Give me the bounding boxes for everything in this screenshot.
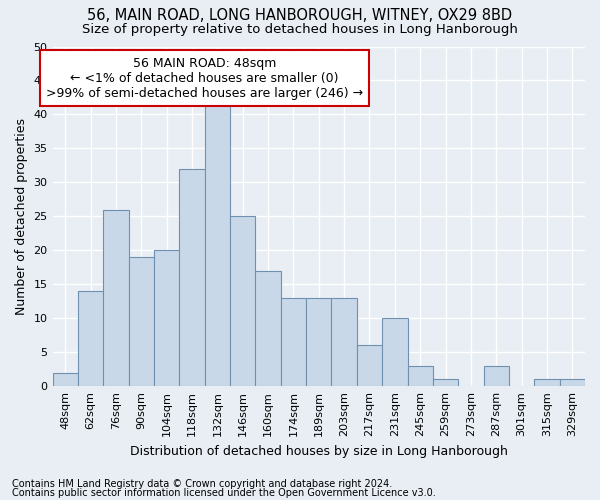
Bar: [407, 366, 433, 386]
Text: 56, MAIN ROAD, LONG HANBOROUGH, WITNEY, OX29 8BD: 56, MAIN ROAD, LONG HANBOROUGH, WITNEY, …: [88, 8, 512, 22]
Bar: [560, 380, 585, 386]
Bar: [331, 298, 357, 386]
Bar: [306, 298, 331, 386]
Text: Contains public sector information licensed under the Open Government Licence v3: Contains public sector information licen…: [12, 488, 436, 498]
Bar: [357, 346, 382, 386]
Bar: [154, 250, 179, 386]
Bar: [205, 101, 230, 386]
Bar: [256, 270, 281, 386]
Bar: [53, 372, 78, 386]
Bar: [179, 169, 205, 386]
Bar: [281, 298, 306, 386]
Bar: [78, 291, 103, 386]
Y-axis label: Number of detached properties: Number of detached properties: [15, 118, 28, 315]
Text: 56 MAIN ROAD: 48sqm
← <1% of detached houses are smaller (0)
>99% of semi-detach: 56 MAIN ROAD: 48sqm ← <1% of detached ho…: [46, 56, 363, 100]
Bar: [484, 366, 509, 386]
Bar: [230, 216, 256, 386]
X-axis label: Distribution of detached houses by size in Long Hanborough: Distribution of detached houses by size …: [130, 444, 508, 458]
Bar: [382, 318, 407, 386]
Bar: [103, 210, 128, 386]
Bar: [534, 380, 560, 386]
Text: Size of property relative to detached houses in Long Hanborough: Size of property relative to detached ho…: [82, 22, 518, 36]
Text: Contains HM Land Registry data © Crown copyright and database right 2024.: Contains HM Land Registry data © Crown c…: [12, 479, 392, 489]
Bar: [433, 380, 458, 386]
Bar: [128, 257, 154, 386]
